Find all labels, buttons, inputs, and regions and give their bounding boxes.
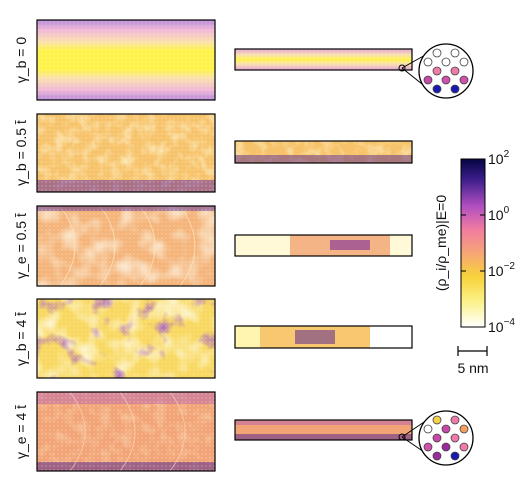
colorbar-tick-2: 10−2 (488, 261, 515, 279)
panel-large-row2 (36, 113, 216, 193)
row-label-2: γ_b = 0.5 t̄ (13, 120, 29, 186)
panel-large-row3 (36, 205, 216, 287)
colorbar-axis-label: (ρ_i/ρ_me)|E=0 (433, 195, 449, 291)
row-label-1: γ_b = 0 (13, 37, 29, 84)
colorbar-tick-1: 100 (488, 205, 510, 223)
colorbar-tick-3: 10−4 (488, 317, 515, 335)
zoom-inset-bottom (398, 410, 474, 466)
row-label-4: γ_b = 4 t̄ (13, 312, 29, 366)
colorbar-tick-labels: 102 100 10−2 10−4 (488, 149, 515, 335)
scale-bar-label: 5 nm (457, 360, 488, 376)
zoom-inset-top (398, 43, 474, 99)
panel-large-row4 (36, 298, 216, 379)
colorbar: 102 100 10−2 10−4 (ρ_i/ρ_me)|E=0 (433, 149, 515, 335)
row-labels: γ_b = 0 γ_b = 0.5 t̄ γ_e = 0.5 t̄ γ_b = … (13, 37, 29, 459)
panel-strip-row2 (234, 140, 413, 164)
panel-strip-row1 (234, 48, 413, 71)
colorbar-tick-0: 102 (488, 149, 510, 167)
scale-bar: 5 nm (457, 346, 489, 376)
row-label-5: γ_e = 4 t̄ (13, 405, 29, 459)
panel-strip-row5 (234, 419, 413, 441)
panel-large-row5 (36, 391, 216, 472)
panel-strip-row3 (234, 234, 413, 257)
panel-large-row1 (36, 19, 216, 101)
row-label-3: γ_e = 0.5 t̄ (13, 213, 29, 279)
panel-strip-row4 (234, 325, 413, 349)
